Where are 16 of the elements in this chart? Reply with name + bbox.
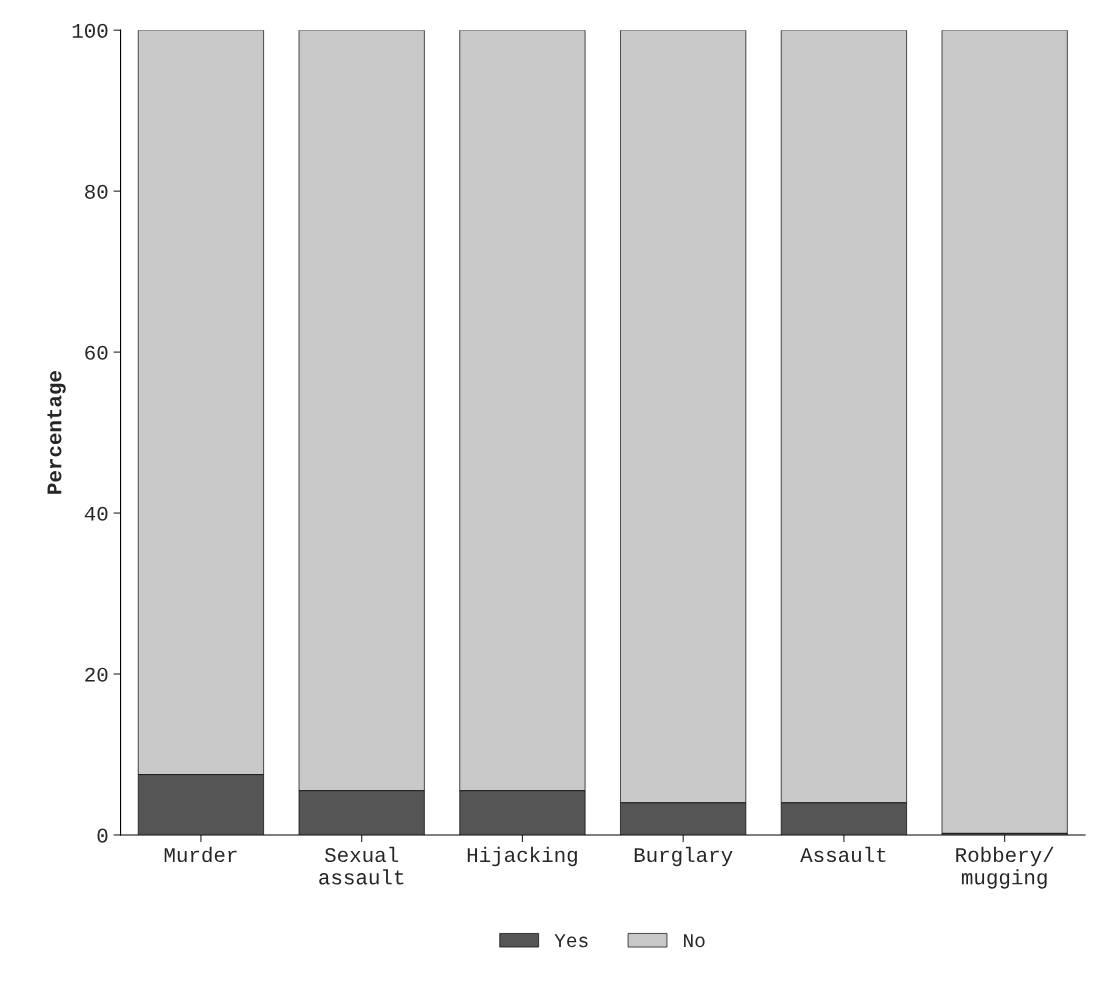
legend-label: No [684, 934, 705, 948]
x-tick-label: Hijacking [467, 846, 577, 867]
y-tick-label: 20 [85, 667, 108, 682]
bar [941, 30, 1068, 834]
x-tick-label: Sexual assault [319, 846, 404, 885]
y-tick-label: 0 [97, 828, 108, 843]
x-tick-label: Murder [164, 846, 237, 863]
y-tick-label: 40 [84, 506, 108, 521]
x-tick-label: Burglary [634, 846, 733, 867]
legend-label: Yes [554, 934, 588, 948]
y-axis-title: Percentage [47, 371, 66, 494]
y-tick-label: 100 [72, 23, 108, 38]
y-tick-label: 80 [85, 184, 108, 199]
x-tick-label: Assault [800, 846, 886, 863]
y-tick-label: 60 [85, 345, 108, 360]
x-tick-label: Robbery/ mugging [956, 846, 1054, 889]
